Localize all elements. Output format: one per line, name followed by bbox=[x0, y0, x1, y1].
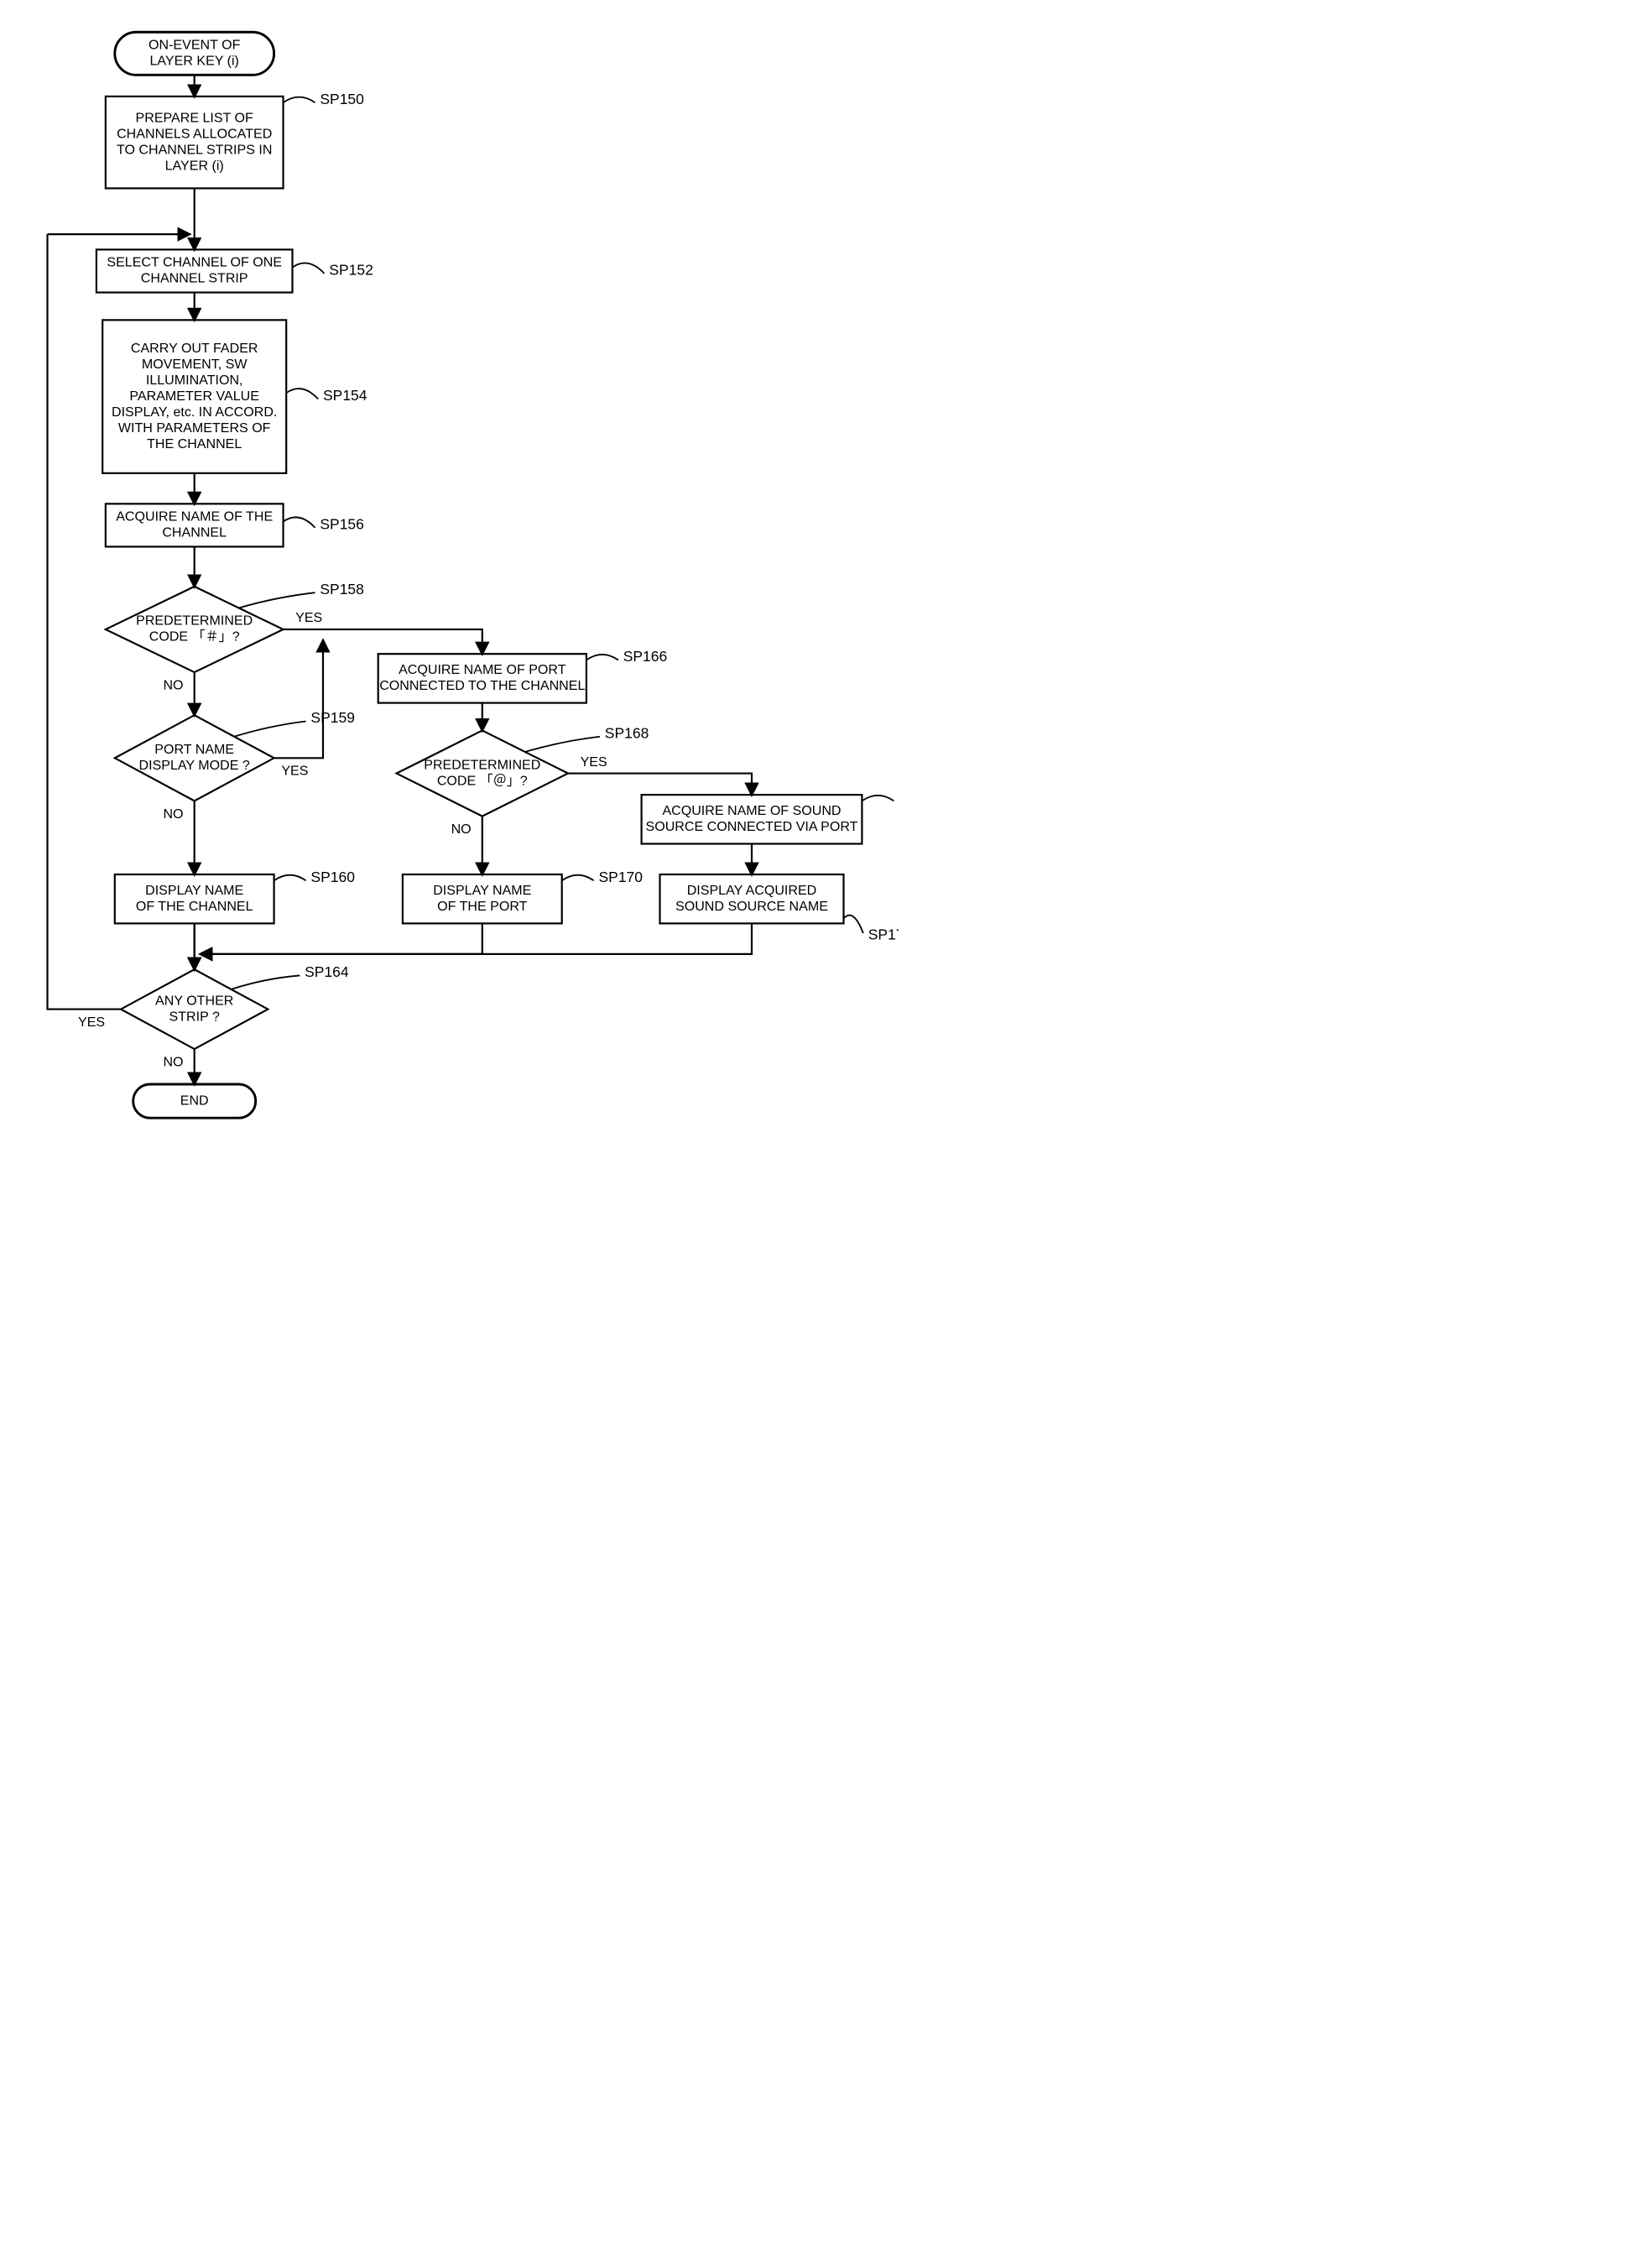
label: SP160 bbox=[310, 869, 355, 885]
node-text: THE CHANNEL bbox=[147, 436, 242, 451]
node-text: ACQUIRE NAME OF THE bbox=[116, 509, 273, 524]
node-text: SOUND SOURCE NAME bbox=[675, 899, 828, 914]
edge-label: YES bbox=[295, 610, 322, 625]
edge bbox=[568, 774, 752, 796]
label: SP159 bbox=[310, 709, 355, 726]
node-text: ANY OTHER bbox=[155, 993, 233, 1008]
node-text: PREDETERMINED bbox=[424, 757, 540, 772]
node-text: ON-EVENT OF bbox=[149, 38, 241, 53]
node-text: PARAMETER VALUE bbox=[129, 389, 259, 404]
node-text: CHANNEL STRIP bbox=[141, 271, 248, 286]
node-text: CODE 「＠」? bbox=[437, 773, 528, 788]
node-sp159: SP159 bbox=[115, 709, 355, 801]
edge bbox=[201, 923, 752, 953]
label: SP154 bbox=[323, 387, 367, 404]
node-text: CONNECTED TO THE CHANNEL bbox=[379, 678, 585, 693]
node-text: ILLUMINATION, bbox=[146, 373, 243, 388]
flowchart-canvas: ON-EVENT OFLAYER KEY (i) SP150 PREPARE LIS… bbox=[17, 17, 899, 1138]
label: SP152 bbox=[329, 262, 373, 279]
node-text: WITH PARAMETERS OF bbox=[118, 420, 271, 436]
node-text: PREPARE LIST OF bbox=[136, 110, 253, 125]
node-text: DISPLAY, etc. IN ACCORD. bbox=[112, 404, 277, 420]
node-text: LAYER (i) bbox=[165, 158, 224, 173]
node-text: END bbox=[180, 1093, 209, 1108]
node-text: ACQUIRE NAME OF PORT bbox=[399, 662, 566, 677]
label: SP168 bbox=[605, 724, 649, 741]
edge-label: NO bbox=[163, 678, 183, 693]
node-text: DISPLAY NAME bbox=[145, 883, 243, 898]
edge-label: NO bbox=[451, 822, 472, 837]
node-text: CHANNEL bbox=[162, 525, 227, 540]
node-text: CODE 「＃」? bbox=[149, 629, 240, 644]
node-text: SOURCE CONNECTED VIA PORT bbox=[646, 819, 858, 834]
node-text: DISPLAY MODE ? bbox=[139, 758, 250, 773]
edge bbox=[274, 640, 323, 758]
node-text: OF THE CHANNEL bbox=[136, 899, 253, 914]
node-text: CARRY OUT FADER bbox=[131, 341, 258, 356]
label: SP174 bbox=[868, 926, 899, 943]
node-text: PREDETERMINED bbox=[136, 613, 253, 629]
node-text: PORT NAME bbox=[154, 742, 234, 757]
node-text: ACQUIRE NAME OF SOUND bbox=[662, 803, 841, 818]
edge bbox=[284, 629, 482, 654]
label: SP164 bbox=[305, 963, 349, 980]
label: SP158 bbox=[320, 581, 364, 598]
node-text: SELECT CHANNEL OF ONE bbox=[107, 255, 282, 270]
node-text: DISPLAY NAME bbox=[433, 883, 531, 898]
label: SP170 bbox=[598, 869, 643, 885]
node-text: OF THE PORT bbox=[437, 899, 527, 914]
node-text: TO CHANNEL STRIPS IN bbox=[117, 142, 272, 157]
edge-label: NO bbox=[163, 806, 183, 822]
edge-label: YES bbox=[581, 754, 607, 770]
label: SP156 bbox=[320, 516, 364, 533]
label: SP166 bbox=[623, 648, 668, 665]
edge-label: YES bbox=[281, 764, 308, 779]
node-text: MOVEMENT, SW bbox=[142, 357, 248, 372]
node-text: LAYER KEY (i) bbox=[149, 54, 238, 69]
label: SP150 bbox=[320, 91, 364, 107]
edge-label: NO bbox=[163, 1054, 183, 1069]
edge bbox=[201, 923, 482, 953]
node-text: STRIP ? bbox=[169, 1009, 220, 1024]
node-text: DISPLAY ACQUIRED bbox=[687, 883, 817, 898]
node-text: CHANNELS ALLOCATED bbox=[117, 126, 272, 141]
edge-label: YES bbox=[78, 1015, 105, 1030]
